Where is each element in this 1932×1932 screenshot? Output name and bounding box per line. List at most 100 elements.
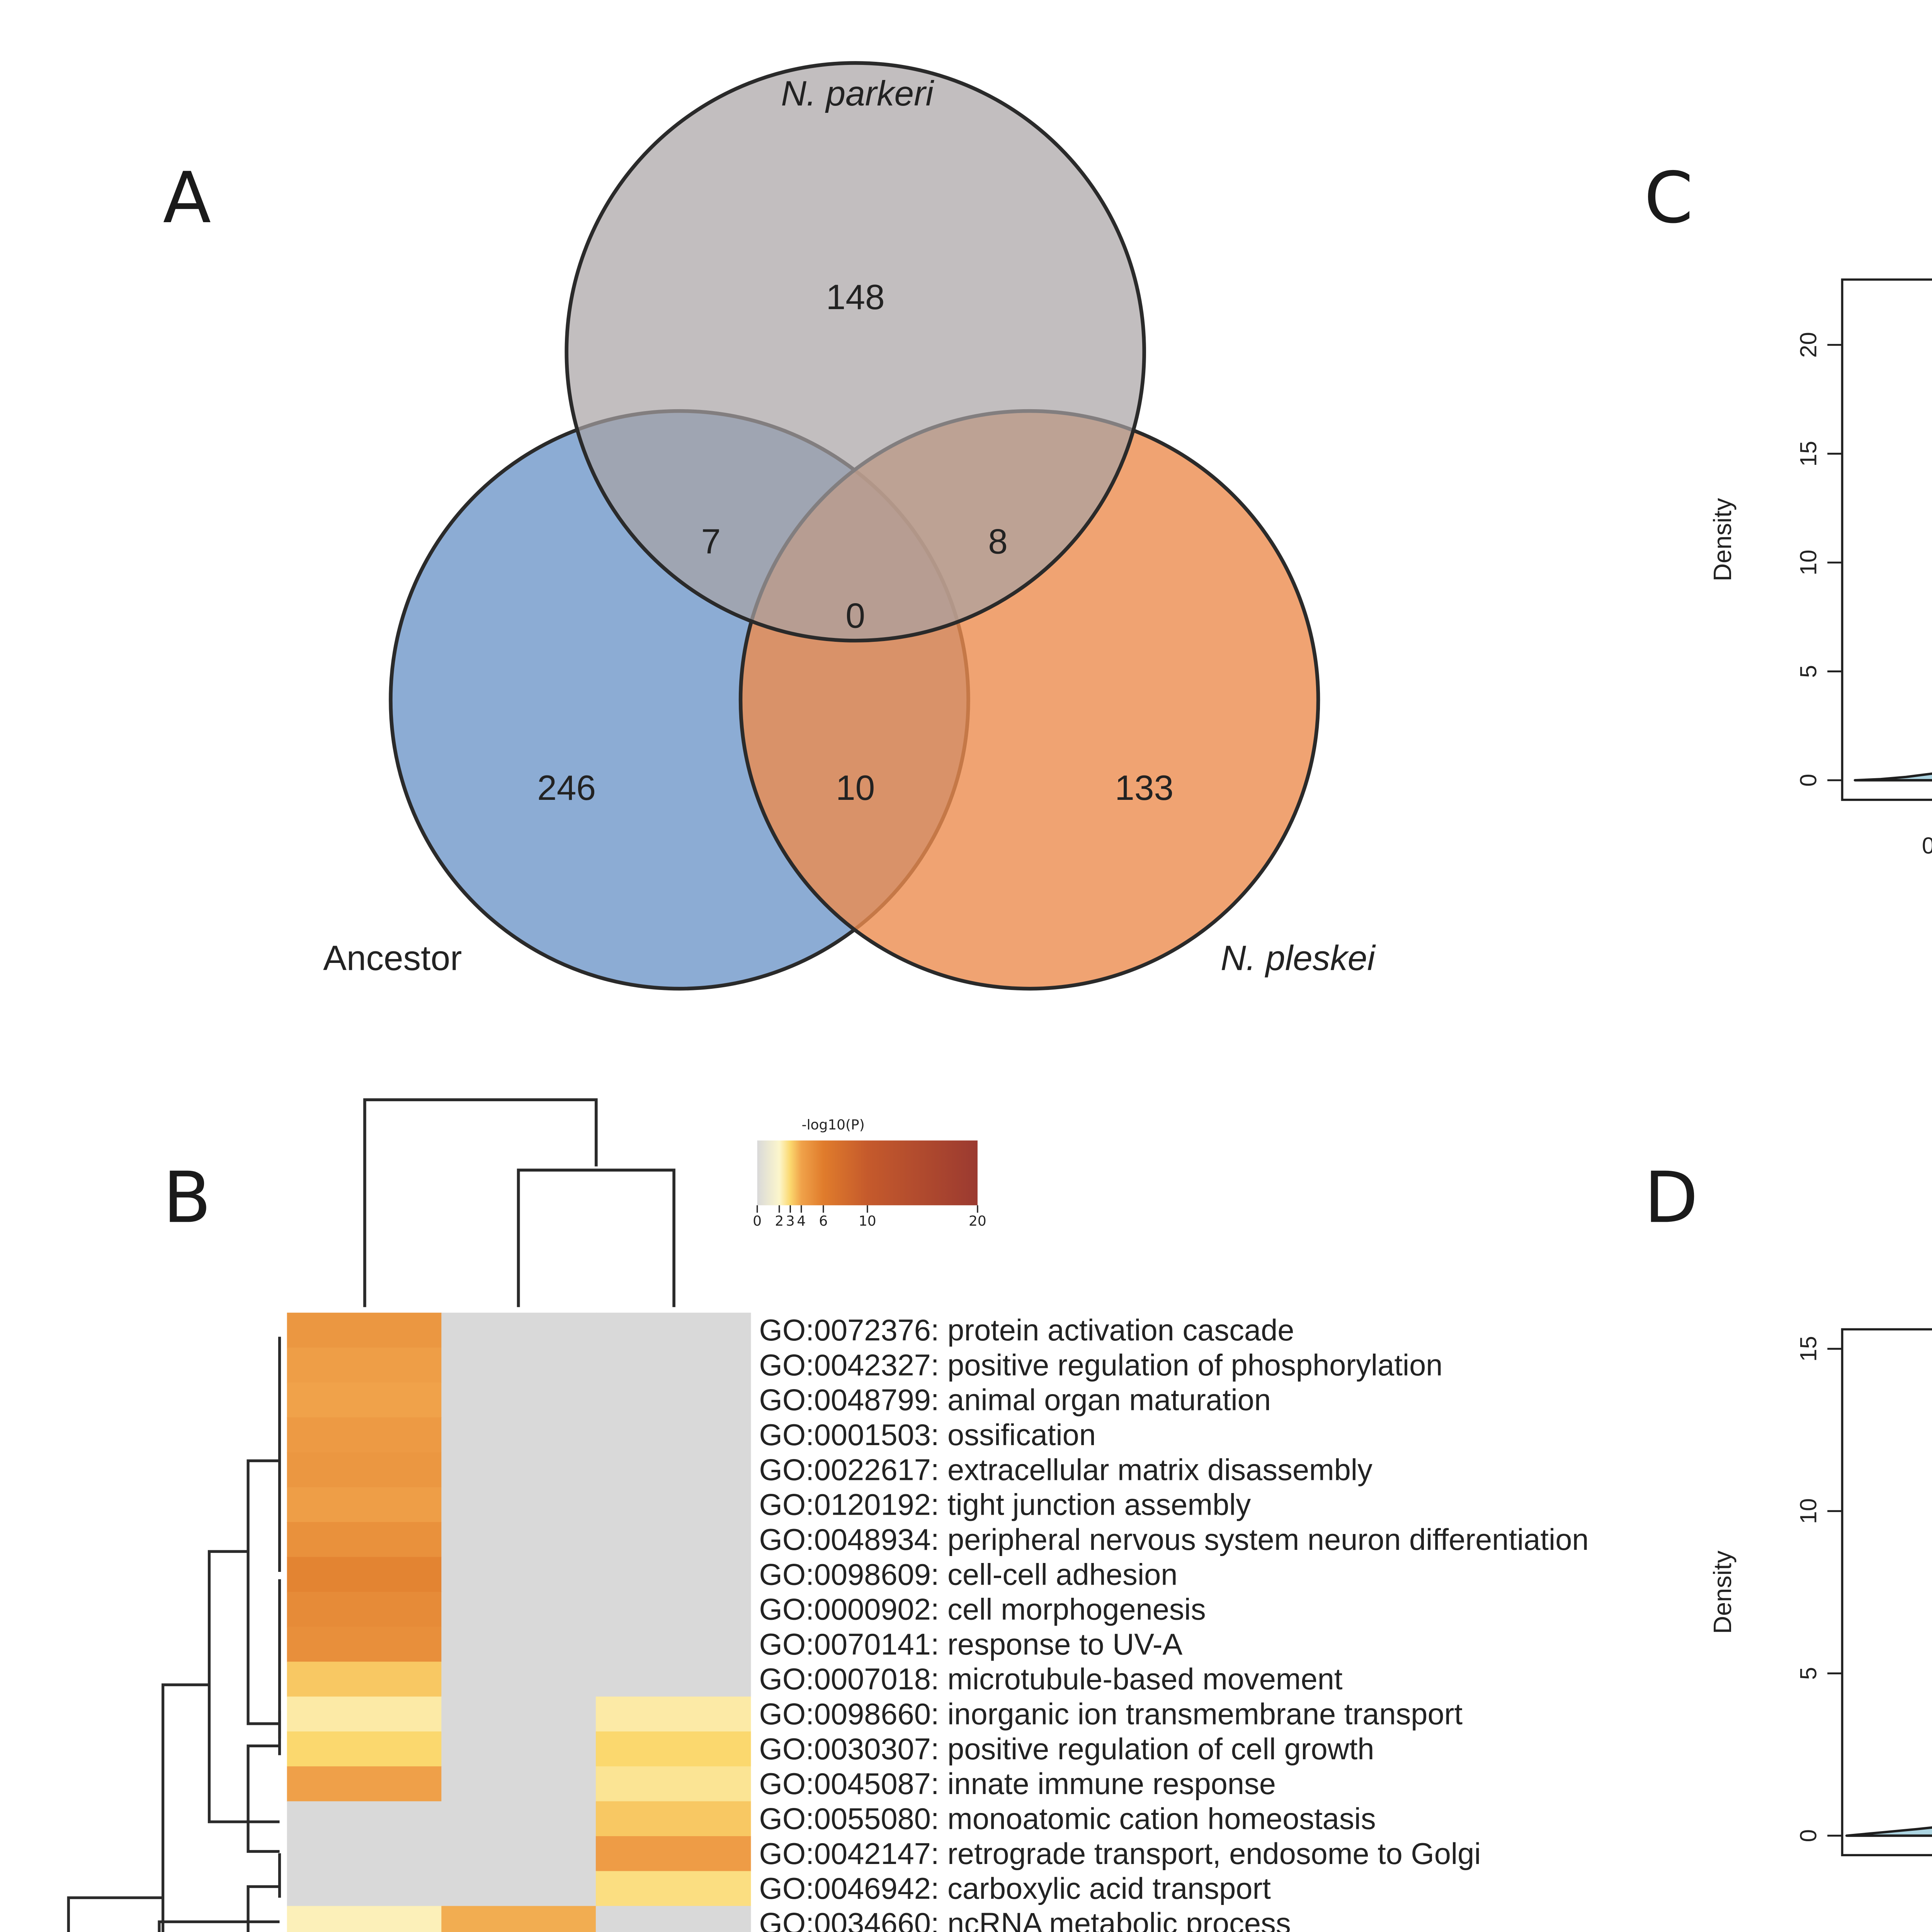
- heatmap-cell: [595, 1592, 751, 1628]
- heatmap-cell: [595, 1382, 751, 1418]
- row-dendro-node-4: [162, 1683, 209, 1932]
- color-key-tick-label: 20: [969, 1213, 986, 1229]
- heatmap-row-label: GO:0070141: response to UV-A: [759, 1628, 1183, 1661]
- y-tick-label: 15: [1795, 1336, 1821, 1362]
- heatmap-cell: [595, 1836, 751, 1872]
- heatmap-cell: [595, 1801, 751, 1837]
- heatmap-cell: [441, 1836, 597, 1872]
- heatmap-row-label: GO:0120192: tight junction assembly: [759, 1488, 1251, 1522]
- color-key-tick-label: 0: [753, 1213, 762, 1229]
- heatmap-row-label: GO:0045087: innate immune response: [759, 1767, 1276, 1801]
- heatmap-cell: [595, 1452, 751, 1488]
- row-dendro-node-1: [247, 1459, 280, 1725]
- row-dendro-node-3: [247, 1711, 281, 1853]
- heatmap-cell: [595, 1313, 751, 1349]
- heatmap-cell: [595, 1662, 751, 1697]
- heatmap-row-label: GO:0055080: monoatomic cation homeostasi…: [759, 1803, 1376, 1836]
- y-tick-label: 20: [1795, 332, 1821, 358]
- panel-d: D Permutation with the RCMAX method90th9…: [1644, 1156, 1932, 1856]
- heatmap-cell: [595, 1696, 751, 1732]
- heatmap-cell: [595, 1557, 751, 1593]
- heatmap-row-label: GO:0000902: cell morphogenesis: [759, 1593, 1206, 1626]
- heatmap-cell: [287, 1662, 442, 1697]
- heatmap-cell: [441, 1906, 597, 1932]
- heatmap-cell: [441, 1801, 597, 1837]
- heatmap-cell: [441, 1627, 597, 1663]
- heatmap-row-label: GO:0030307: positive regulation of cell …: [759, 1733, 1374, 1766]
- heatmap-cell: [441, 1313, 597, 1349]
- panel-letter-c: C: [1644, 157, 1693, 239]
- heatmap-cell: [287, 1871, 442, 1907]
- venn-label-parkeri: N. parkeri: [781, 74, 934, 113]
- venn-count-parkeri-pleskei: 8: [988, 522, 1008, 561]
- heatmap-cell: [595, 1522, 751, 1558]
- heatmap-row-label: GO:0046942: carboxylic acid transport: [759, 1872, 1271, 1905]
- row-dendro-node-5: [247, 1853, 281, 1932]
- col-dendro-branch-root: [363, 1098, 598, 1307]
- heatmap-cell: [287, 1417, 442, 1453]
- y-tick-label: 5: [1795, 665, 1821, 678]
- heatmap-cell: [441, 1382, 597, 1418]
- heatmap-cell: [441, 1487, 597, 1523]
- heatmap-cell: [287, 1313, 442, 1349]
- heatmap-cell: [287, 1382, 442, 1418]
- heatmap-row-label: GO:0098660: inorganic ion transmembrane …: [759, 1698, 1463, 1731]
- color-key-ticks: 0 2 3 4 6 10 20: [753, 1205, 986, 1229]
- heatmap-cell: [287, 1592, 442, 1628]
- heatmap-cell: [595, 1766, 751, 1802]
- panel-letter-d: D: [1644, 1156, 1698, 1238]
- venn-count-parkeri-only: 148: [826, 278, 885, 317]
- heatmap-cell: [287, 1731, 442, 1767]
- heatmap-cell: [595, 1417, 751, 1453]
- heatmap-cell: [441, 1731, 597, 1767]
- heatmap-cell: [287, 1836, 442, 1872]
- y-tick-label: 0: [1795, 1829, 1821, 1842]
- heatmap-cell: [287, 1696, 442, 1732]
- heatmap-row-label: GO:0022617: extracellular matrix disasse…: [759, 1453, 1373, 1486]
- heatmap-row-labels: GO:0072376: protein activation cascadeGO…: [759, 1314, 1589, 1932]
- venn-label-pleskei: N. pleskei: [1221, 939, 1376, 978]
- heatmap-row-label: GO:0042327: positive regulation of phosp…: [759, 1349, 1443, 1382]
- heatmap-row-label: GO:0034660: ncRNA metabolic process: [759, 1907, 1291, 1932]
- heatmap-cell: [441, 1662, 597, 1697]
- color-key-tick-label: 3: [786, 1213, 795, 1229]
- density-area: [1845, 1826, 1932, 1837]
- panel-c: C Permutation with the BMA method90th95t…: [1644, 157, 1932, 859]
- venn-count-ancestor-parkeri: 7: [701, 522, 721, 561]
- col-dendro-branch-species: [517, 1168, 675, 1307]
- panel-a: A 148 246 133 7 8 10 0 N. parkeri Ancest…: [163, 61, 1376, 991]
- heatmap-cell: [595, 1906, 751, 1932]
- heatmap-row-label: GO:0007018: microtubule-based movement: [759, 1663, 1343, 1696]
- heatmap-cell: [441, 1522, 597, 1558]
- heatmap-cell: [287, 1522, 442, 1558]
- heatmap-cell: [595, 1871, 751, 1907]
- heatmap-cell: [441, 1871, 597, 1907]
- venn-count-pleskei-only: 133: [1115, 769, 1173, 808]
- heatmap-cell: [595, 1627, 751, 1663]
- y-tick-label: 10: [1795, 550, 1821, 576]
- row-dendro-node-6: [67, 1896, 163, 1932]
- color-key-tick-label: 4: [797, 1213, 806, 1229]
- plot-frame: [1841, 1328, 1932, 1856]
- density-area: [1854, 772, 1932, 782]
- heatmap-cell: [441, 1592, 597, 1628]
- venn-count-ancestor-pleskei: 10: [836, 769, 875, 808]
- heatmap-row-label: GO:0048934: peripheral nervous system ne…: [759, 1523, 1589, 1556]
- heatmap-cell: [441, 1452, 597, 1488]
- heatmap-cell: [441, 1417, 597, 1453]
- heatmap-row-label: GO:0098609: cell-cell adhesion: [759, 1558, 1178, 1591]
- heatmap-row-label: GO:0048799: animal organ maturation: [759, 1384, 1271, 1417]
- heatmap-cell: [441, 1696, 597, 1732]
- heatmap-cell: [287, 1557, 442, 1593]
- heatmap-cell: [287, 1906, 442, 1932]
- heatmap-cells: [287, 1313, 751, 1932]
- venn-count-ancestor-only: 246: [537, 769, 596, 808]
- y-axis-title: Density: [1708, 498, 1736, 581]
- x-tick-label: 0.25: [1922, 833, 1932, 859]
- color-key-bar: [757, 1140, 978, 1206]
- y-tick-label: 10: [1795, 1498, 1821, 1524]
- panel-letter-b: B: [163, 1156, 211, 1238]
- row-dendrogram: [67, 1337, 281, 1932]
